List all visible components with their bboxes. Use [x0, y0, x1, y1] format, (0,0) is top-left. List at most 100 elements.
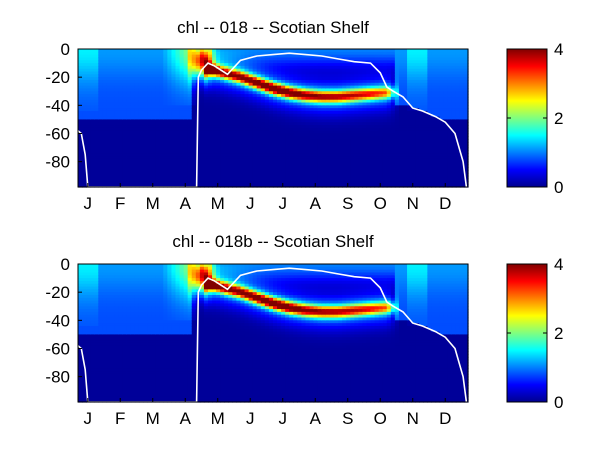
heatmap-cell	[346, 139, 351, 143]
heatmap-cell	[122, 136, 128, 140]
heatmap-cell	[244, 91, 250, 95]
heatmap-cell	[329, 102, 335, 106]
heatmap-cell	[98, 172, 103, 177]
heatmap-cell	[447, 144, 453, 149]
heatmap-cell	[106, 141, 112, 146]
heatmap-cell	[216, 156, 221, 160]
heatmap-cell	[82, 175, 87, 180]
heatmap-cell	[90, 119, 95, 123]
heatmap-cell	[216, 178, 221, 182]
heatmap-cell	[163, 139, 168, 143]
heatmap-cell	[163, 175, 168, 180]
heatmap-cell	[114, 147, 120, 151]
heatmap-cell	[338, 141, 343, 146]
heatmap-cell	[78, 278, 83, 282]
heatmap-cell	[86, 65, 91, 70]
heatmap-cell	[382, 88, 388, 92]
heatmap-cell	[439, 150, 445, 154]
heatmap-cell	[203, 108, 209, 112]
heatmap-cell	[394, 60, 400, 64]
heatmap-cell	[195, 57, 201, 61]
heatmap-cell	[155, 175, 160, 180]
heatmap-cell	[366, 110, 372, 115]
heatmap-cell	[134, 125, 140, 129]
heatmap-cell	[390, 82, 396, 87]
heatmap-cell	[289, 161, 294, 166]
heatmap-cell	[394, 110, 400, 115]
heatmap-cell	[130, 161, 136, 166]
heatmap-cell	[268, 91, 274, 95]
heatmap-cell	[98, 175, 103, 180]
heatmap-cell	[155, 167, 160, 171]
heatmap-cell	[293, 127, 298, 132]
heatmap-cell	[191, 144, 197, 149]
heatmap-cell	[431, 144, 437, 149]
heatmap-cell	[398, 164, 404, 168]
heatmap-cell	[459, 68, 465, 73]
heatmap-cell	[122, 172, 128, 177]
heatmap-cell	[439, 63, 445, 67]
heatmap-cell	[451, 147, 457, 151]
heatmap-cell	[167, 60, 173, 64]
heatmap-cell	[415, 49, 420, 53]
heatmap-cell	[317, 161, 323, 166]
heatmap-cell	[455, 178, 461, 182]
heatmap-cell	[350, 74, 355, 78]
heatmap-cell	[167, 136, 173, 140]
heatmap-cell	[455, 63, 461, 67]
heatmap-cell	[86, 362, 91, 366]
heatmap-cell	[289, 130, 294, 135]
heatmap-cell	[240, 127, 246, 132]
heatmap-cell	[90, 184, 95, 188]
heatmap-cell	[106, 99, 112, 104]
heatmap-cell	[447, 60, 453, 64]
heatmap-cell	[175, 108, 181, 112]
heatmap-cell	[147, 63, 152, 67]
heatmap-cell	[407, 60, 412, 64]
heatmap-cell	[248, 125, 254, 129]
heatmap-cell	[232, 164, 238, 168]
heatmap-cell	[147, 144, 152, 149]
heatmap-cell	[366, 60, 372, 64]
heatmap-cell	[179, 119, 185, 123]
heatmap-cell	[427, 122, 433, 126]
heatmap-cell	[195, 158, 201, 163]
heatmap-cell	[329, 60, 335, 64]
heatmap-cell	[285, 125, 290, 129]
heatmap-cell	[118, 74, 124, 78]
heatmap-cell	[122, 99, 128, 104]
heatmap-cell	[394, 127, 400, 132]
heatmap-cell	[90, 323, 95, 327]
heatmap-cell	[171, 68, 177, 73]
heatmap-cell	[78, 325, 83, 330]
heatmap-cell	[301, 77, 307, 81]
heatmap-cell	[183, 144, 189, 149]
heatmap-cell	[329, 82, 335, 87]
heatmap-cell	[285, 130, 290, 135]
heatmap-cell	[175, 170, 181, 174]
heatmap-cell	[228, 150, 233, 154]
heatmap-cell	[94, 68, 99, 73]
heatmap-cell	[171, 164, 177, 168]
heatmap-cell	[147, 164, 152, 168]
heatmap-cell	[94, 57, 99, 61]
heatmap-cell	[106, 68, 112, 73]
heatmap-cell	[370, 170, 376, 174]
heatmap-cell	[277, 119, 282, 123]
heatmap-cell	[260, 178, 266, 182]
heatmap-cell	[374, 71, 380, 75]
heatmap-cell	[455, 184, 461, 188]
heatmap-cell	[220, 96, 225, 101]
heatmap-cell	[143, 130, 148, 135]
heatmap-cell	[236, 79, 242, 84]
heatmap-cell	[301, 181, 307, 185]
heatmap-cell	[342, 79, 347, 84]
heatmap-cell	[447, 108, 453, 112]
heatmap-cell	[106, 91, 112, 95]
heatmap-cell	[138, 139, 144, 143]
heatmap-cell	[244, 139, 250, 143]
heatmap-cell	[386, 164, 392, 168]
heatmap-cell	[378, 164, 384, 168]
heatmap-cell	[398, 119, 404, 123]
heatmap-cell	[86, 311, 91, 316]
